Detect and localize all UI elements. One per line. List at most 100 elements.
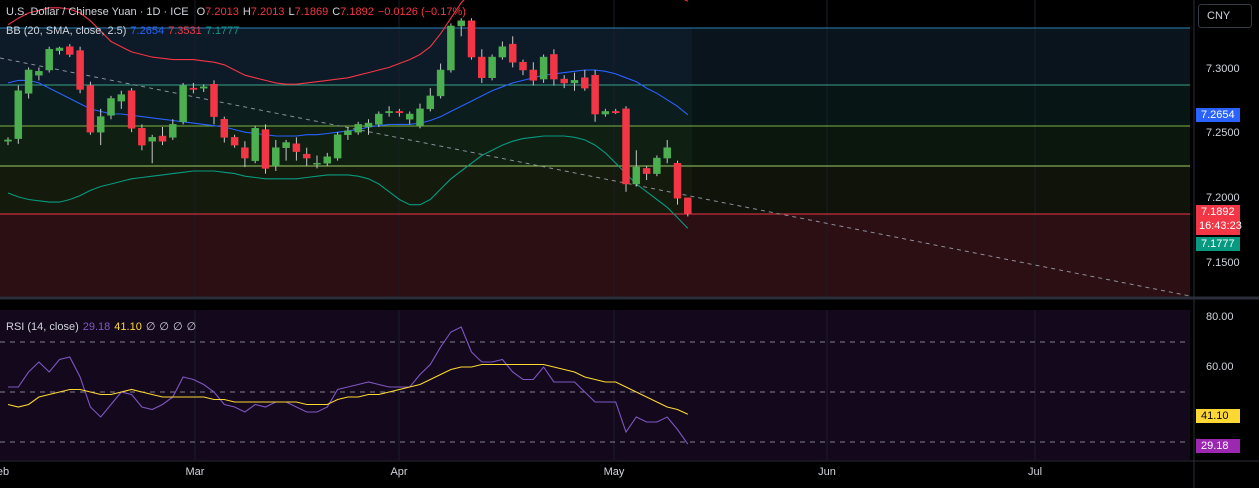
- candles: [4, 18, 692, 217]
- candle-up: [457, 20, 465, 27]
- close-label: C: [332, 6, 341, 18]
- candle-down: [241, 147, 249, 159]
- last-price-tag: 7.1892 16:43:23: [1196, 205, 1242, 235]
- rsi-label[interactable]: RSI (14, close): [6, 320, 79, 333]
- candle-down: [220, 118, 229, 138]
- candle-down: [467, 20, 476, 58]
- candle-up: [117, 94, 126, 102]
- currency-button[interactable]: CNY: [1198, 4, 1252, 28]
- high-label: H: [242, 6, 251, 18]
- candle-down: [210, 83, 218, 117]
- candle-up: [4, 139, 12, 142]
- candle-down: [529, 69, 538, 81]
- bb-label[interactable]: BB (20, SMA, close, 2.5): [6, 25, 127, 37]
- candle-down: [591, 74, 599, 115]
- candle-up: [333, 134, 342, 159]
- rsi-legend[interactable]: RSI (14, close) 29.18 41.10 ∅ ∅ ∅ ∅: [6, 320, 197, 334]
- candle-down: [158, 135, 167, 142]
- candle-down: [684, 197, 692, 214]
- bb-lower-value: 7.1777: [205, 25, 240, 37]
- price-tick-4: 7.1500: [1206, 257, 1240, 269]
- bb-legend[interactable]: BB (20, SMA, close, 2.5) 7.2654 7.3531 7…: [6, 25, 239, 37]
- candle-up: [436, 69, 445, 97]
- candle-up: [107, 98, 115, 116]
- candle-up: [14, 90, 23, 139]
- rsi-ma-tag: 41.10: [1196, 409, 1240, 423]
- symbol-legend[interactable]: U.S. Dollar / Chinese Yuan · 1D · ICE O7…: [6, 6, 466, 18]
- symbol-title[interactable]: U.S. Dollar / Chinese Yuan · 1D · ICE: [6, 6, 189, 18]
- candle-down: [642, 168, 651, 174]
- candle-up: [96, 116, 105, 133]
- candle-down: [395, 111, 404, 113]
- open-value: 7.2013: [205, 6, 239, 18]
- low-label: L: [288, 6, 295, 18]
- candle-down: [581, 77, 589, 89]
- candle-down: [673, 162, 682, 199]
- month-apr: Apr: [390, 466, 408, 478]
- bar-countdown: 16:43:23: [1199, 220, 1242, 232]
- price-tick-2: 7.2500: [1206, 127, 1240, 139]
- zone-green: [0, 126, 1190, 166]
- change-value: −0.0126 (−0.17%): [377, 6, 466, 18]
- candle-up: [416, 108, 424, 126]
- bb-upper-line: [7, 0, 689, 85]
- zone-top: [0, 0, 1190, 26]
- bb-basis-value: 7.2654: [130, 25, 165, 37]
- candle-down: [519, 61, 527, 71]
- last-price-value: 7.1892: [1201, 206, 1235, 218]
- rsi-ma-value: 41.10: [114, 320, 142, 333]
- candle-down: [478, 56, 486, 79]
- rsi-tick-80: 80.00: [1206, 311, 1234, 323]
- month-feb: eb: [0, 466, 10, 478]
- zone-red: [0, 214, 1190, 297]
- trend-line[interactable]: [0, 57, 1191, 297]
- month-may: May: [603, 466, 625, 478]
- rsi-extra-4: ∅: [186, 321, 197, 333]
- candle-up: [313, 162, 321, 165]
- grid-lines: [194, 0, 1036, 460]
- candle-up: [199, 86, 208, 89]
- candle-up: [632, 166, 641, 185]
- future-shade: [692, 0, 1190, 214]
- candle-up: [354, 124, 362, 133]
- candle-up: [498, 46, 507, 58]
- candle-down: [86, 85, 95, 133]
- rsi-ma-line: [7, 363, 689, 415]
- low-value: 7.1869: [294, 6, 329, 18]
- close-value: 7.1892: [340, 6, 374, 18]
- candle-up: [375, 113, 383, 125]
- candle-down: [560, 78, 568, 84]
- candle-up: [45, 49, 53, 71]
- candle-up: [323, 156, 332, 164]
- rsi-extra-1: ∅: [145, 321, 156, 333]
- month-jun: Jun: [818, 466, 836, 478]
- bb-basis-tag: 7.2654: [1196, 108, 1240, 122]
- candle-up: [488, 56, 496, 79]
- candle-up: [251, 128, 259, 161]
- candle-up: [653, 157, 661, 174]
- candle-up: [663, 147, 671, 159]
- candle-up: [35, 71, 43, 76]
- candle-up: [148, 137, 156, 142]
- zone-olive: [0, 166, 1190, 214]
- high-value: 7.2013: [250, 6, 285, 18]
- rsi-tick-60: 60.00: [1206, 361, 1234, 373]
- candle-up: [426, 95, 435, 110]
- candle-down: [66, 46, 74, 55]
- rsi-background: [0, 310, 1190, 460]
- candle-down: [550, 54, 558, 80]
- candle-down: [292, 143, 301, 152]
- candle-down: [611, 111, 620, 113]
- candle-down: [230, 137, 239, 146]
- candle-down: [189, 87, 198, 90]
- candle-up: [344, 130, 352, 136]
- bb-lower-tag: 7.1777: [1196, 237, 1240, 251]
- candle-up: [385, 111, 393, 113]
- candle-down: [127, 90, 136, 129]
- month-mar: Mar: [185, 466, 205, 478]
- candle-down: [261, 129, 270, 169]
- chart-background-zones: [0, 0, 1190, 460]
- bb-lower-line: [7, 135, 689, 229]
